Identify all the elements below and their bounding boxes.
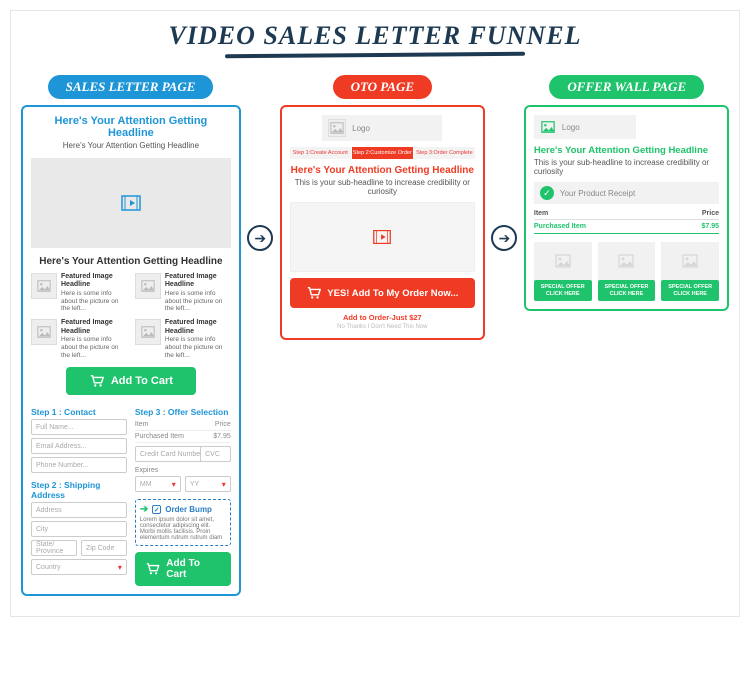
title-underline [225,52,525,59]
offer-sub: This is your sub-headline to increase cr… [534,158,719,176]
receipt-bar: ✓ Your Product Receipt [534,182,719,204]
check-icon: ✓ [540,186,554,200]
step1-title: Step 1 : Contact [31,407,127,417]
item-header: Item Price [135,419,231,431]
add-to-cart-button-2[interactable]: Add To Cart [135,552,231,586]
image-placeholder-icon [135,273,161,299]
checkout-form: Step 1 : Contact Full Name... Email Addr… [31,403,231,586]
oto-add-line: Add to Order-Just $27 [290,313,475,322]
arrow-icon: ➔ [140,504,148,515]
step2-title: Step 2 : Shipping Address [31,480,127,500]
feature-grid: Featured Image HeadlineHere is some info… [31,273,231,359]
oto-add-button[interactable]: YES! Add To My Order Now... [290,278,475,308]
offer-item: SPECIAL OFFERCLICK HERE [661,242,719,301]
feature-item: Featured Image HeadlineHere is some info… [135,319,231,359]
phone-input[interactable]: Phone Number... [31,457,127,473]
image-placeholder-icon [135,319,161,345]
main-title: VIDEO SALES LETTER FUNNEL [21,21,729,51]
feature-item: Featured Image HeadlineHere is some info… [31,319,127,359]
oto-step: Step 1:Create Account [290,147,351,159]
image-placeholder-icon [328,119,346,137]
bump-title: Order Bump [165,505,212,514]
sales-section-headline: Here's Your Attention Getting Headline [31,256,231,267]
yy-select[interactable]: YY [185,476,231,492]
oto-step: Step 3:Order Complete [414,147,475,159]
receipt-table: ItemPrice Purchased Item$7.95 [534,210,719,234]
image-placeholder-icon [31,319,57,345]
zip-input[interactable]: Zip Code [81,540,127,556]
special-offer-button[interactable]: SPECIAL OFFERCLICK HERE [598,280,656,301]
oto-headline: Here's Your Attention Getting Headline [290,165,475,176]
mm-select[interactable]: MM [135,476,181,492]
logo-label: Logo [562,123,580,132]
flow-arrow-2: ➔ [485,105,524,251]
label-offer: OFFER WALL PAGE [549,75,704,99]
logo-label: Logo [352,124,370,133]
bump-body: Lorem ipsum dolor sit amet, consectetur … [140,517,226,541]
arrow-icon: ➔ [247,225,273,251]
oto-sub: This is your sub-headline to increase cr… [290,178,475,196]
labels-row: SALES LETTER PAGE OTO PAGE OFFER WALL PA… [21,75,729,99]
video-placeholder [31,158,231,248]
sales-sub: Here's Your Attention Getting Headline [31,141,231,150]
label-sales: SALES LETTER PAGE [48,75,214,99]
feature-item: Featured Image HeadlineHere is some info… [135,273,231,313]
offer-headline: Here's Your Attention Getting Headline [534,145,719,156]
item-row: Purchased Item $7.95 [135,431,231,443]
logo-bar: Logo [534,115,636,139]
offer-panel: Logo Here's Your Attention Getting Headl… [524,105,729,311]
offer-item: SPECIAL OFFERCLICK HERE [598,242,656,301]
offer-image-placeholder [534,242,592,280]
special-offer-button[interactable]: SPECIAL OFFERCLICK HERE [534,280,592,301]
cart-icon [89,373,105,389]
cvc-input[interactable]: CVC [200,446,231,462]
offer-item: SPECIAL OFFERCLICK HERE [534,242,592,301]
logo-bar: Logo [322,115,442,141]
address-input[interactable]: Address [31,502,127,518]
oto-step: Step 2:Customize Order [352,147,413,159]
expires-label: Expires [135,467,231,474]
feature-item: Featured Image HeadlineHere is some info… [31,273,127,313]
film-icon [119,191,143,215]
oto-video-placeholder [290,202,475,272]
sales-headline: Here's Your Attention Getting Headline [31,115,231,139]
email-input[interactable]: Email Address... [31,438,127,454]
arrow-icon: ➔ [491,225,517,251]
city-input[interactable]: City [31,521,127,537]
full-name-input[interactable]: Full Name... [31,419,127,435]
image-placeholder-icon [540,119,556,135]
step3-title: Step 3 : Offer Selection [135,407,231,417]
order-bump: ➔ ✓ Order Bump Lorem ipsum dolor sit ame… [135,499,231,546]
bump-checkbox[interactable]: ✓ [152,505,161,514]
offer-image-placeholder [598,242,656,280]
oto-no-thanks[interactable]: No Thanks I Don't Need This Now [290,324,475,330]
cart-icon [145,561,160,577]
receipt-label: Your Product Receipt [560,189,635,198]
label-oto: OTO PAGE [333,75,432,99]
offer-image-placeholder [661,242,719,280]
funnel-diagram: VIDEO SALES LETTER FUNNEL SALES LETTER P… [10,10,740,617]
film-icon [371,226,393,248]
cart-icon [306,285,322,301]
oto-steps: Step 1:Create AccountStep 2:Customize Or… [290,147,475,159]
country-select[interactable]: Country [31,559,127,575]
add-to-cart-label: Add To Cart [111,375,173,387]
add-to-cart-button[interactable]: Add To Cart [66,367,196,395]
flow-arrow-1: ➔ [241,105,280,251]
offer-grid: SPECIAL OFFERCLICK HERE SPECIAL OFFERCLI… [534,242,719,301]
sales-panel: Here's Your Attention Getting Headline H… [21,105,241,596]
oto-panel: Logo Step 1:Create AccountStep 2:Customi… [280,105,485,340]
special-offer-button[interactable]: SPECIAL OFFERCLICK HERE [661,280,719,301]
state-input[interactable]: State/ Province [31,540,77,556]
image-placeholder-icon [31,273,57,299]
